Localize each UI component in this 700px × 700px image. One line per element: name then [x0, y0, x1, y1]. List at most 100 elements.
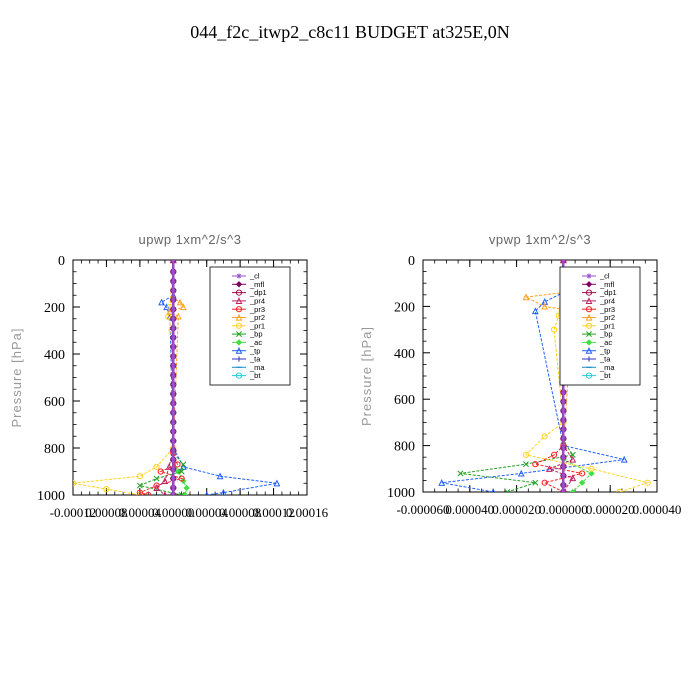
upwp-legend-marker	[236, 356, 242, 362]
vpwp-legend-label: _bt	[599, 371, 611, 380]
vpwp-panel: vpwp 1xm^2/s^3 Pressure [hPa] 0 200 400 600 80…	[359, 232, 681, 517]
vpwp-series-point-pr4	[545, 465, 553, 472]
upwp-legend-marker	[236, 273, 242, 279]
upwp-series-point-cl	[170, 363, 176, 369]
vpwp-series-point-pr1	[541, 433, 548, 440]
upwp-xtick-label: 0.00016	[286, 505, 329, 520]
vpwp-series-point-cl	[560, 417, 566, 423]
upwp-series-point-pr3	[174, 461, 181, 468]
upwp-series-point-pr1	[136, 473, 143, 480]
vpwp-legend-label: _ta	[599, 355, 611, 364]
upwp-series-point-cl	[170, 372, 176, 378]
vpwp-ytick-label: 800	[394, 440, 415, 455]
vpwp-series-line-pr1	[524, 260, 650, 492]
vpwp-xtick-label: 0.000020	[492, 502, 541, 517]
vpwp-legend-label: _pr1	[599, 321, 615, 330]
upwp-legend-marker	[235, 289, 243, 296]
vpwp-legend: _cl_mfl_dp1_pr4_pr3_pr2_pr1_bp_ac_tp_ta_…	[559, 266, 641, 386]
upwp-series-point-cl	[170, 334, 176, 341]
upwp-series-point-cl	[170, 353, 176, 359]
vpwp-legend-label: _bp	[599, 330, 613, 339]
vpwp-series-point-ac	[578, 479, 586, 486]
upwp-legend: _cl_mfl_dp1_pr4_pr3_pr2_pr1_bp_ac_tp_ta_…	[209, 266, 291, 386]
vpwp-legend-marker	[585, 297, 593, 304]
upwp-series-point-ac	[183, 484, 190, 492]
upwp-legend-label: _tp	[249, 346, 260, 355]
vpwp-legend-label: _ma	[599, 363, 615, 372]
vpwp-series-point-cl	[560, 445, 566, 451]
upwp-series-point-pr2	[179, 303, 187, 311]
vpwp-legend-label: _mfl	[599, 280, 615, 289]
upwp-series-point-cl	[170, 485, 176, 491]
upwp-panel: upwp 1xm^2/s^3 Pressure [hPa] 0 200 400 600 80…	[9, 232, 329, 520]
upwp-legend-marker	[236, 331, 242, 338]
upwp-xtick-label: 0.00004	[119, 505, 162, 520]
upwp-series-point-tp	[216, 472, 224, 480]
upwp-legend-marker	[235, 297, 243, 304]
vpwp-series-point-cl	[560, 454, 566, 460]
vpwp-series-point-cl	[560, 489, 566, 492]
upwp-series-point-pr2	[166, 307, 174, 315]
upwp-xtick-label: 0.00000	[152, 505, 194, 520]
upwp-series-point-bp	[178, 492, 185, 495]
vpwp-series-point-bp	[523, 461, 529, 468]
upwp-xtick-label: 0.00008	[219, 505, 261, 520]
vpwp-legend-label: _pr4	[599, 297, 615, 306]
upwp-legend-label: _ta	[249, 355, 261, 364]
upwp-series-point-cl	[170, 410, 176, 416]
upwp-series-point-cl	[170, 466, 176, 472]
upwp-legend-label: _ac	[249, 338, 262, 347]
vpwp-legend-marker	[586, 273, 592, 279]
upwp-series-point-pr1	[73, 480, 77, 487]
vpwp-series-point-ac	[588, 470, 595, 477]
upwp-series-point-ac	[181, 491, 189, 495]
vpwp-series-point-pr3	[541, 479, 548, 486]
upwp-title: upwp 1xm^2/s^3	[138, 232, 241, 247]
vpwp-series-point-pr4	[569, 474, 577, 482]
upwp-xtick-label: 0.00004	[186, 505, 229, 520]
upwp-ytick-label: 400	[44, 348, 65, 363]
vpwp-series-point-pr3	[532, 461, 539, 468]
vpwp-legend-marker	[585, 306, 593, 313]
upwp-ytick-label: 0	[58, 254, 65, 269]
upwp-series-point-tp	[273, 479, 281, 487]
upwp-series-point-pr3	[178, 475, 185, 482]
upwp-series-group	[73, 260, 281, 495]
upwp-legend-label: _bp	[249, 330, 263, 339]
vpwp-xtick-label: 0.000040	[445, 502, 494, 517]
vpwp-ytick-label: 1000	[387, 486, 415, 501]
vpwp-series-point-tp	[438, 479, 446, 486]
vpwp-series-point-pr3	[550, 451, 558, 458]
upwp-series-point-pr1	[153, 463, 160, 470]
vpwp-xtick-label: 0.000040	[633, 502, 682, 517]
vpwp-title: vpwp 1xm^2/s^3	[489, 232, 591, 247]
upwp-series-point-cl	[170, 297, 176, 303]
upwp-legend-label: _bt	[249, 371, 261, 380]
upwp-legend-label: _cl	[249, 272, 260, 281]
vpwp-xtick-label: -0.000060	[396, 502, 449, 517]
upwp-legend-marker	[235, 281, 243, 288]
upwp-legend-marker	[235, 313, 243, 321]
vpwp-xtick-label: 0.000000	[539, 502, 588, 517]
upwp-series-point-tp	[163, 303, 171, 311]
vpwp-series-point-cl	[560, 260, 566, 263]
upwp-series-point-cl	[170, 269, 176, 275]
vpwp-legend-marker	[585, 372, 593, 379]
upwp-legend-label: _pr3	[249, 305, 265, 314]
vpwp-legend-label: _cl	[599, 272, 610, 281]
upwp-series-point-cl	[170, 400, 176, 406]
vpwp-legend-label: _ac	[599, 338, 612, 347]
vpwp-legend-marker	[586, 331, 592, 338]
upwp-series-line-pr1	[73, 260, 174, 495]
upwp-legend-marker	[235, 306, 243, 313]
vpwp-legend-marker	[585, 322, 593, 329]
vpwp-series-point-tp	[517, 469, 525, 477]
upwp-legend-label: _mfl	[249, 280, 265, 289]
vpwp-legend-marker	[585, 281, 593, 288]
upwp-series-point-pr2	[174, 312, 182, 320]
upwp-series-point-cl	[170, 457, 176, 463]
upwp-ytick-label: 800	[44, 442, 65, 457]
upwp-series-point-pr3	[136, 489, 143, 495]
upwp-series-point-cl	[170, 381, 176, 388]
upwp-series-point-cl	[170, 287, 176, 294]
